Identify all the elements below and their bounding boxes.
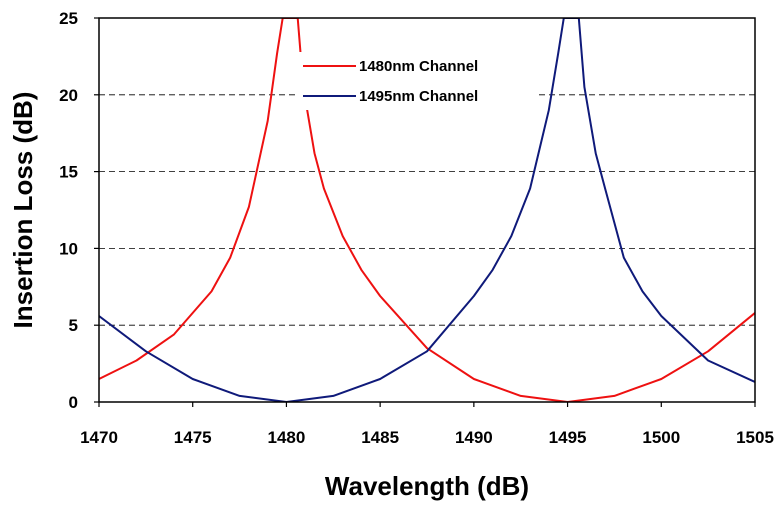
x-tick-label-1505: 1505	[736, 428, 774, 447]
y-tick-labels: 0 5 10 15 20 25	[59, 9, 78, 412]
x-tick-label-1475: 1475	[174, 428, 212, 447]
y-axis-title: Insertion Loss (dB)	[8, 92, 38, 329]
y-tick-label-25: 25	[59, 9, 78, 28]
x-tick-label-1485: 1485	[361, 428, 399, 447]
series-line-1495nm	[99, 18, 755, 402]
x-tick-labels: 1470 1475 1480 1485 1490 1495 1500 1505	[80, 428, 774, 447]
y-tick-label-20: 20	[59, 86, 78, 105]
plot-frame	[98, 17, 756, 403]
legend-label-1495: 1495nm Channel	[359, 88, 478, 105]
x-tick-label-1480: 1480	[268, 428, 306, 447]
x-tick-label-1495: 1495	[549, 428, 587, 447]
legend: 1480nm Channel 1495nm Channel	[296, 52, 536, 110]
x-tick-label-1470: 1470	[80, 428, 118, 447]
y-tick-label-10: 10	[59, 239, 78, 258]
legend-label-1480: 1480nm Channel	[359, 58, 478, 75]
y-tick-label-15: 15	[59, 163, 78, 182]
y-tick-label-5: 5	[69, 316, 78, 335]
series-lines	[99, 18, 755, 402]
series-line-1480nm	[99, 18, 755, 402]
x-tick-label-1500: 1500	[642, 428, 680, 447]
axis-ticks	[94, 17, 756, 407]
x-tick-label-1490: 1490	[455, 428, 493, 447]
legend-background	[296, 52, 536, 110]
y-tick-label-0: 0	[69, 393, 78, 412]
x-axis-title: Wavelength (dB)	[325, 471, 529, 501]
